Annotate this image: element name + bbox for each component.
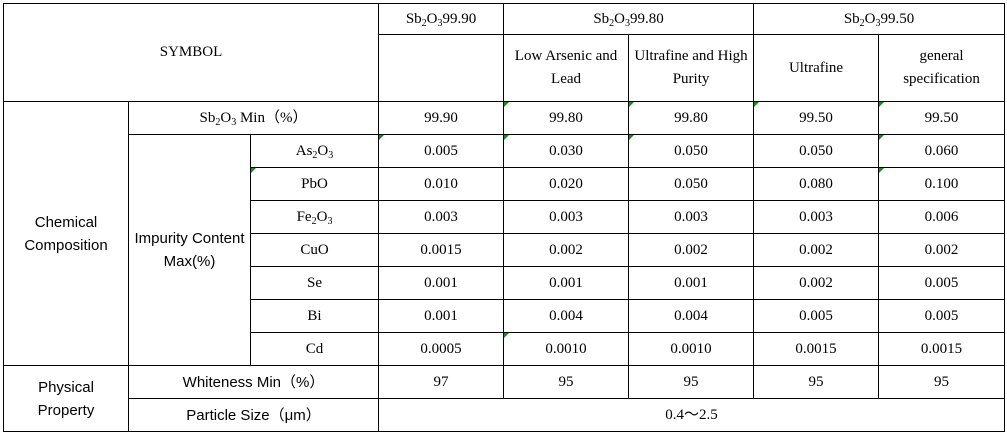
value-cell: 0.005 xyxy=(878,299,1006,333)
value-cell: 0.005 xyxy=(878,266,1006,300)
impurity-name: Cd xyxy=(249,332,380,366)
value-cell: 0.005 xyxy=(753,299,880,333)
specification-table: SYMBOL Sb2O399.90 Sb2O399.80 Sb2O399.50 … xyxy=(2,3,1006,432)
value-cell: 99.50 xyxy=(753,101,880,135)
value-cell: 0.0015 xyxy=(753,332,880,366)
value-cell: 0.002 xyxy=(503,233,630,267)
value-cell: 0.100 xyxy=(878,167,1006,201)
value-cell: 0.001 xyxy=(503,266,630,300)
value-cell: 0.080 xyxy=(753,167,880,201)
value-cell: 95 xyxy=(878,365,1006,399)
grade-header-9950: Sb2O399.50 xyxy=(753,3,1006,35)
impurity-name: Fe2O3 xyxy=(249,200,380,234)
value-cell: 0.0010 xyxy=(503,332,630,366)
value-cell: 99.80 xyxy=(503,101,630,135)
value-cell: 0.0005 xyxy=(378,332,505,366)
value-cell: 95 xyxy=(503,365,630,399)
value-cell: 95 xyxy=(753,365,880,399)
value-cell: 0.002 xyxy=(753,233,880,267)
value-cell: 0.003 xyxy=(628,200,755,234)
value-cell: 0.005 xyxy=(378,134,505,168)
subheader-ultrafine-high-purity: Ultrafine and High Purity xyxy=(628,34,755,102)
value-cell: 0.050 xyxy=(628,134,755,168)
value-cell: 99.80 xyxy=(628,101,755,135)
symbol-header: SYMBOL xyxy=(2,3,380,102)
value-cell: 0.001 xyxy=(378,299,505,333)
subheader-empty xyxy=(378,34,505,102)
value-cell: 99.90 xyxy=(378,101,505,135)
impurity-name: As2O3 xyxy=(249,134,380,168)
value-cell: 0.001 xyxy=(628,266,755,300)
grade-header-9980: Sb2O399.80 xyxy=(503,3,755,35)
sb2o3-min-label: Sb2O3 Min（%） xyxy=(127,101,380,135)
impurity-name: Se xyxy=(249,266,380,300)
subheader-general-specification: general specification xyxy=(878,34,1006,102)
impurity-name: PbO xyxy=(249,167,380,201)
value-cell: 97 xyxy=(378,365,505,399)
grade-header-9990: Sb2O399.90 xyxy=(378,3,505,35)
value-cell: 0.003 xyxy=(378,200,505,234)
value-cell: 0.004 xyxy=(628,299,755,333)
value-cell: 95 xyxy=(628,365,755,399)
value-cell: 0.001 xyxy=(378,266,505,300)
value-cell: 0.0010 xyxy=(628,332,755,366)
impurity-name: CuO xyxy=(249,233,380,267)
value-cell: 0.002 xyxy=(753,266,880,300)
whiteness-min-label: Whiteness Min（%） xyxy=(127,365,380,399)
particle-size-label: Particle Size（μm） xyxy=(127,398,380,432)
value-cell: 0.004 xyxy=(503,299,630,333)
value-cell: 0.010 xyxy=(378,167,505,201)
impurity-name: Bi xyxy=(249,299,380,333)
physical-property-label: Physical Property xyxy=(3,365,129,432)
subheader-ultrafine: Ultrafine xyxy=(753,34,880,102)
value-cell: 0.003 xyxy=(503,200,630,234)
value-cell: 0.006 xyxy=(878,200,1006,234)
particle-size-value: 0.4～2.5 xyxy=(378,398,1006,432)
value-cell: 0.060 xyxy=(878,134,1006,168)
subheader-low-arsenic-lead: Low Arsenic and Lead xyxy=(503,34,630,102)
value-cell: 0.0015 xyxy=(378,233,505,267)
value-cell: 0.002 xyxy=(628,233,755,267)
value-cell: 0.050 xyxy=(753,134,880,168)
value-cell: 0.030 xyxy=(503,134,630,168)
value-cell: 0.020 xyxy=(503,167,630,201)
chemical-composition-label: Chemical Composition xyxy=(3,101,129,366)
value-cell: 99.50 xyxy=(878,101,1006,135)
value-cell: 0.050 xyxy=(628,167,755,201)
value-cell: 0.003 xyxy=(753,200,880,234)
impurity-content-label: Impurity Content Max(%) xyxy=(128,134,251,366)
value-cell: 0.002 xyxy=(878,233,1006,267)
value-cell: 0.0015 xyxy=(878,332,1006,366)
